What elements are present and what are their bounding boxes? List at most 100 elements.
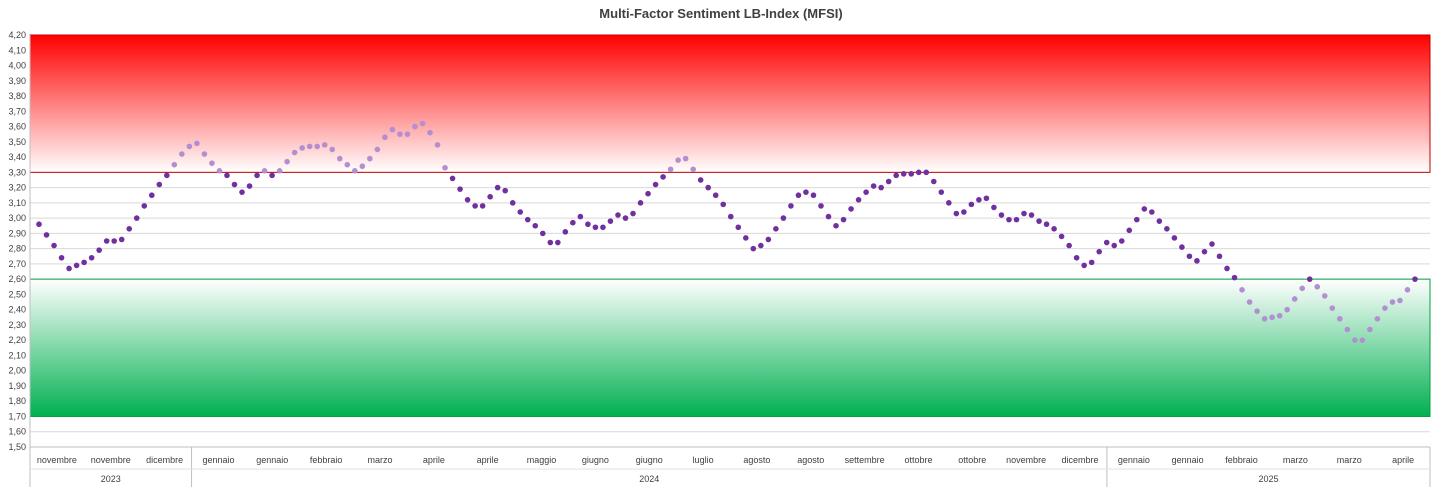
data-point (246, 183, 253, 189)
x-tick-label: luglio (693, 455, 714, 465)
data-point (164, 172, 170, 179)
x-tick-label: gennaio (202, 455, 234, 465)
data-point (494, 184, 501, 191)
data-point (359, 163, 366, 170)
data-point (299, 145, 305, 151)
data-point (1164, 225, 1170, 232)
y-tick-label: 2,60 (8, 274, 26, 284)
x-tick-label: marzo (1283, 455, 1308, 465)
data-point (216, 168, 223, 174)
data-point (367, 155, 373, 162)
data-point (682, 155, 689, 162)
data-point (472, 203, 478, 209)
y-tick-label: 1,90 (8, 381, 26, 391)
data-point (1149, 209, 1155, 215)
x-tick-label: giugno (636, 455, 663, 465)
data-point (855, 197, 862, 203)
data-point (1103, 239, 1110, 246)
y-tick-label: 2,10 (8, 350, 26, 360)
data-point (276, 168, 283, 174)
data-point (946, 200, 952, 206)
y-tick-label: 2,00 (8, 366, 26, 376)
data-point (209, 160, 215, 166)
data-point (96, 247, 102, 253)
data-point (1367, 326, 1373, 333)
data-point (201, 151, 208, 157)
data-point (1337, 316, 1343, 322)
data-point (645, 190, 651, 197)
data-point (562, 229, 569, 235)
data-point (1352, 337, 1358, 343)
data-point (502, 187, 508, 194)
data-point (637, 200, 644, 206)
y-tick-label: 3,20 (8, 183, 26, 193)
data-point (1013, 216, 1020, 223)
data-point (833, 222, 839, 229)
y-tick-label: 3,50 (8, 137, 26, 147)
data-point (374, 146, 381, 153)
data-point (1156, 218, 1163, 224)
data-point (976, 197, 982, 203)
data-point (915, 169, 922, 176)
data-point (998, 212, 1005, 218)
year-label: 2025 (1258, 474, 1278, 484)
data-point (1201, 248, 1208, 255)
data-point (194, 140, 200, 147)
data-point (848, 206, 854, 212)
data-point (923, 169, 930, 176)
data-point (457, 186, 463, 192)
data-point (397, 131, 403, 137)
data-point (938, 189, 945, 195)
data-point (1284, 306, 1290, 313)
data-point (1111, 242, 1118, 249)
y-tick-label: 3,80 (8, 91, 26, 101)
data-point (893, 172, 899, 179)
data-point (1239, 287, 1245, 293)
data-point (284, 158, 290, 165)
data-point (487, 193, 493, 200)
data-point (1133, 216, 1140, 223)
y-tick-label: 2,30 (8, 320, 26, 330)
data-point (224, 172, 230, 179)
data-point (389, 126, 396, 133)
data-point (231, 181, 238, 188)
data-point (1126, 227, 1133, 234)
data-point (1306, 276, 1313, 282)
data-point (1036, 218, 1042, 224)
data-point (592, 224, 599, 231)
data-point (825, 213, 832, 220)
data-point (1081, 262, 1087, 269)
data-point (1096, 248, 1102, 255)
data-point (1216, 253, 1223, 260)
axes (29, 35, 1430, 448)
data-point (712, 192, 719, 199)
data-point (615, 212, 621, 218)
x-tick-label: ottobre (958, 455, 986, 465)
data-point (1291, 296, 1298, 302)
data-point (1088, 259, 1095, 266)
data-point (1231, 274, 1238, 281)
data-point (652, 181, 659, 188)
data-point (419, 120, 426, 127)
data-point (1224, 265, 1230, 272)
data-point (1051, 225, 1057, 232)
data-point (532, 222, 539, 229)
data-point (126, 225, 133, 232)
x-tick-label: gennaio (1172, 455, 1204, 465)
y-tick-label: 4,00 (8, 61, 26, 71)
overbought-band (29, 34, 1431, 173)
data-point (321, 142, 328, 148)
data-point (329, 146, 336, 153)
data-point (81, 259, 87, 266)
data-point (697, 177, 704, 183)
data-point (1179, 244, 1185, 250)
data-point (442, 164, 448, 171)
data-point (314, 143, 321, 150)
data-point (577, 213, 584, 220)
data-point (863, 189, 869, 195)
data-point (1314, 283, 1321, 290)
x-tick-label: dicembre (1061, 455, 1098, 465)
data-point (885, 178, 892, 185)
data-point (961, 209, 967, 215)
data-point (1276, 312, 1283, 319)
